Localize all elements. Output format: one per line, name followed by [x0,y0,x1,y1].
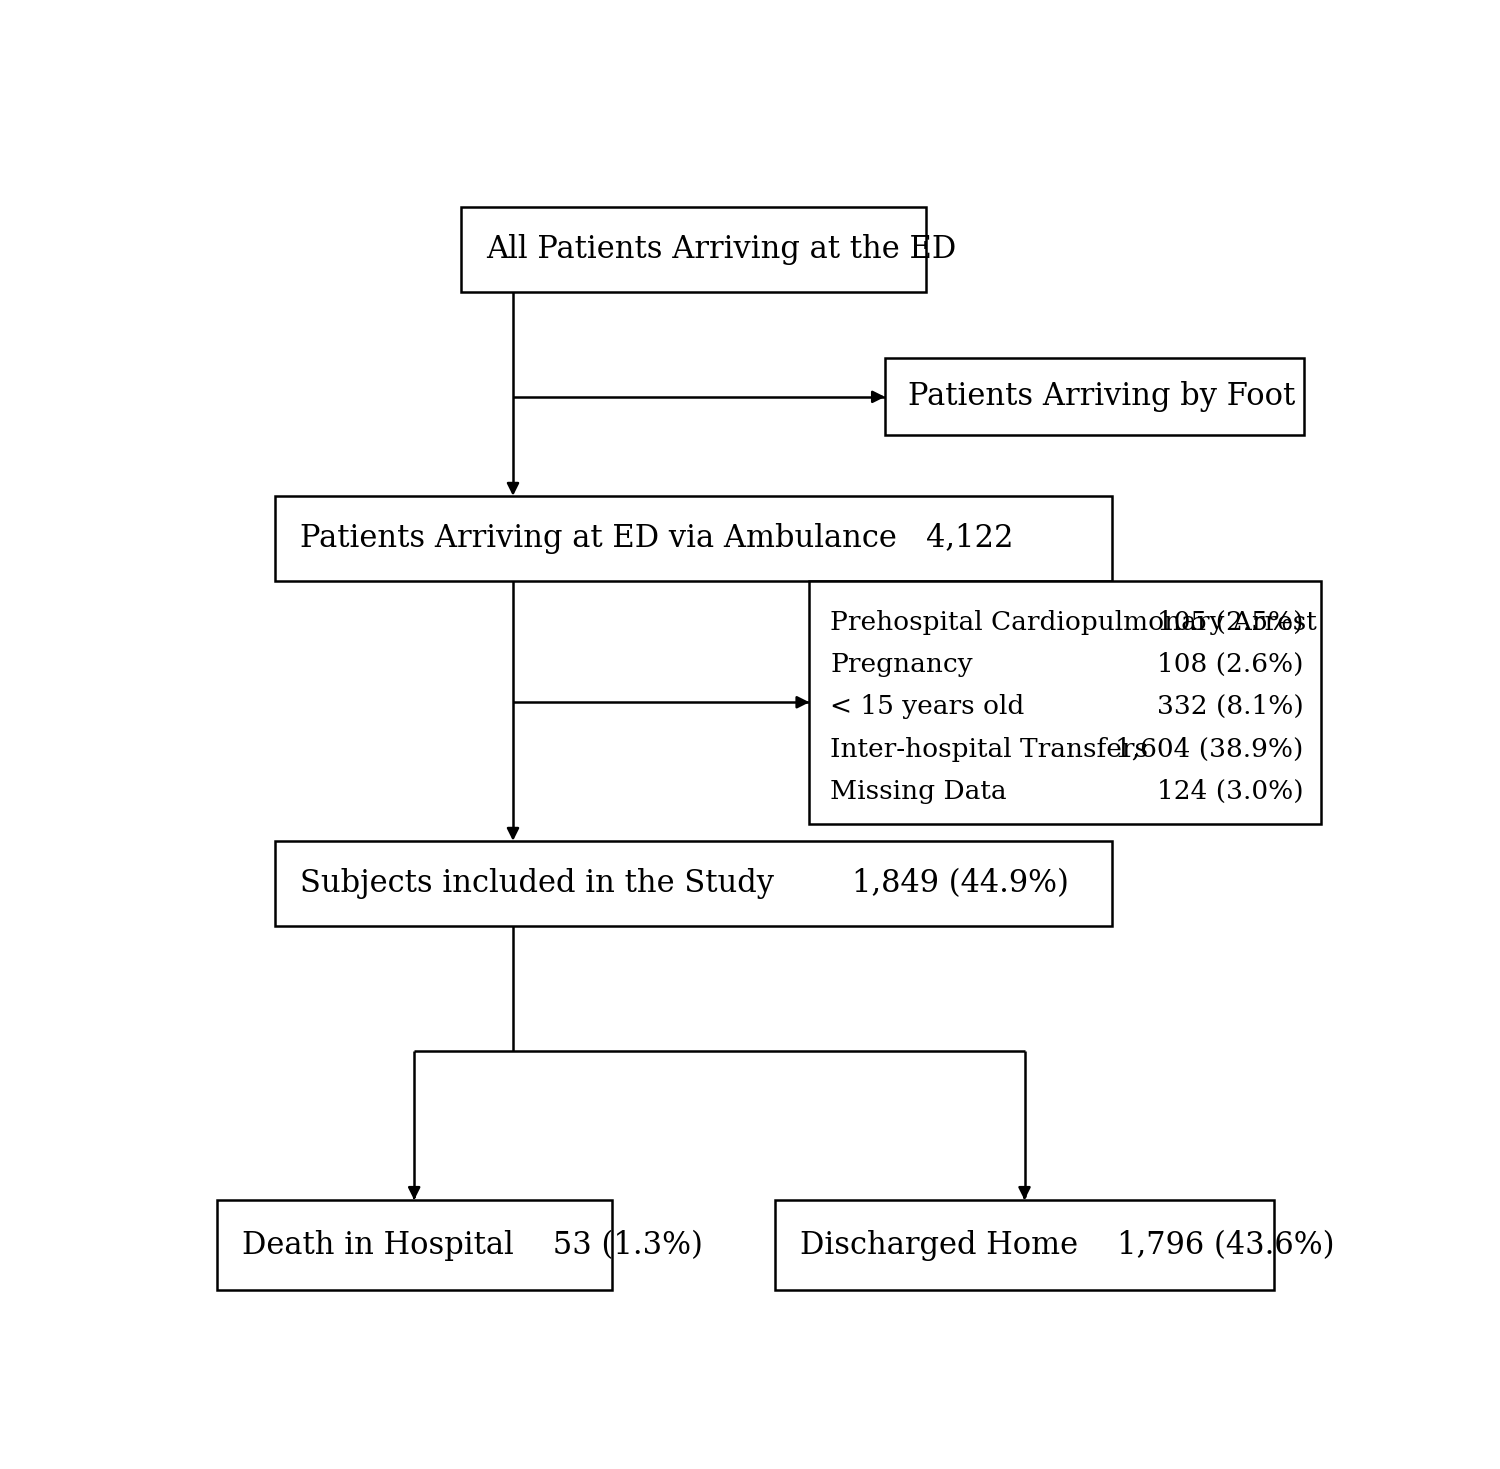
Text: Pregnancy: Pregnancy [831,652,974,677]
Text: Prehospital Cardiopulmonary Arrest: Prehospital Cardiopulmonary Arrest [831,610,1317,635]
Bar [274,840,1112,925]
Text: Missing Data: Missing Data [831,779,1007,804]
Bar [810,580,1322,824]
Text: 1,604 (38.9%): 1,604 (38.9%) [1114,736,1304,761]
Text: 108 (2.6%): 108 (2.6%) [1156,652,1304,677]
Text: < 15 years old: < 15 years old [831,695,1024,720]
Text: Subjects included in the Study        1,849 (44.9%): Subjects included in the Study 1,849 (44… [300,868,1070,899]
Text: 332 (8.1%): 332 (8.1%) [1156,695,1304,720]
Text: Death in Hospital    53 (1.3%): Death in Hospital 53 (1.3%) [242,1230,703,1260]
Text: All Patients Arriving at the ED: All Patients Arriving at the ED [486,234,957,266]
Text: Inter-hospital Transfers: Inter-hospital Transfers [831,736,1149,761]
Bar [774,1200,1275,1290]
Text: Patients Arriving by Foot: Patients Arriving by Foot [909,382,1296,413]
Text: Discharged Home    1,796 (43.6%): Discharged Home 1,796 (43.6%) [800,1230,1335,1260]
Bar [216,1200,612,1290]
Text: 124 (3.0%): 124 (3.0%) [1156,779,1304,804]
Text: 105 (2.5%): 105 (2.5%) [1156,610,1304,635]
Bar [460,207,926,292]
Bar [274,497,1112,580]
Bar [885,358,1304,435]
Text: Patients Arriving at ED via Ambulance   4,122: Patients Arriving at ED via Ambulance 4,… [300,523,1014,554]
